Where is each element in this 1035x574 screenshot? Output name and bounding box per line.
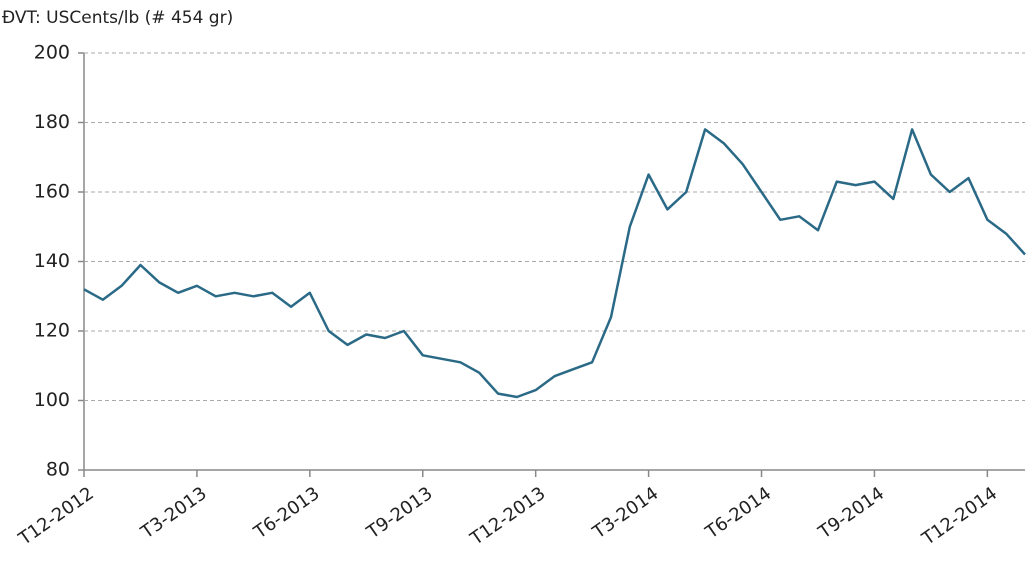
x-tick-label: T12-2012 xyxy=(14,483,97,550)
y-tick-label: 140 xyxy=(34,250,70,272)
y-tick-label: 120 xyxy=(34,320,70,342)
y-tick-label: 80 xyxy=(46,459,70,481)
y-tick-label: 180 xyxy=(34,111,70,133)
x-tick-label: T6-2014 xyxy=(701,483,775,544)
x-tick-label: T3-2014 xyxy=(588,483,662,544)
y-tick-label: 160 xyxy=(34,181,70,203)
price-line xyxy=(83,128,1026,399)
x-tick-label: T6-2013 xyxy=(249,483,323,544)
x-tick-label: T12-2013 xyxy=(466,483,549,550)
unit-note: ĐVT: USCents/lb (# 454 gr) xyxy=(2,8,233,28)
x-tick-label: T12-2014 xyxy=(918,483,1001,550)
x-tick-label: T9-2013 xyxy=(362,483,436,544)
x-tick-label: T3-2013 xyxy=(137,483,211,544)
y-tick-label: 100 xyxy=(34,389,70,411)
y-tick-label: 200 xyxy=(34,42,70,64)
x-tick-label: T9-2014 xyxy=(814,483,888,544)
